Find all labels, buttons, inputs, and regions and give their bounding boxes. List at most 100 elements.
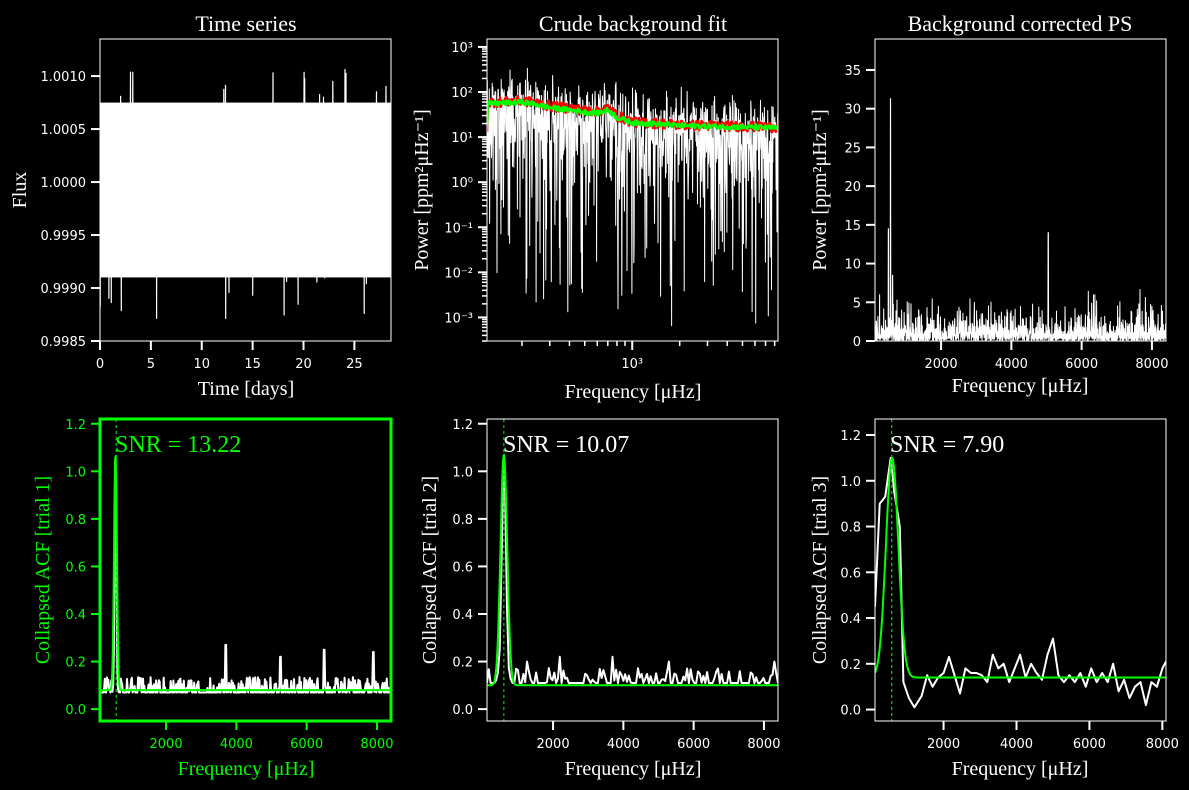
y-tick-label: 1.0 — [65, 465, 86, 480]
y-tick-label: 0.9995 — [41, 229, 87, 244]
y-tick-label: 0.6 — [840, 566, 861, 581]
panel-5-ylabel: Collapsed ACF [trial 2] — [419, 476, 441, 664]
y-tick-label: 1.2 — [452, 418, 473, 433]
x-tick-label: 25 — [346, 357, 363, 372]
panel-background-fit: Crude background fit Frequency [μHz] Pow… — [411, 11, 779, 403]
y-tick-label: 25 — [844, 141, 861, 156]
y-tick-label: 1.0005 — [41, 123, 87, 138]
y-tick-label: 10 — [844, 258, 861, 273]
x-tick-label: 10 — [193, 357, 210, 372]
x-tick-label: 8000 — [1146, 737, 1179, 752]
panel-2-title: Crude background fit — [539, 11, 727, 36]
y-tick-label: 10⁻³ — [444, 311, 473, 326]
plot-clip — [100, 419, 391, 721]
panel-1-plot-area: 0 5 10 15 20 25 0.9985 0.9990 0.9995 1.0000 1.0005… — [41, 38, 392, 372]
y-tick-label: 0.8 — [65, 513, 86, 528]
panel-acf-trial-2: Frequency [μHz] Collapsed ACF [trial 2] … — [419, 418, 780, 780]
panel-5-xlabel: Frequency [μHz] — [565, 758, 702, 780]
x-tick-label: 6000 — [1073, 737, 1106, 752]
y-tick-label: 0 — [853, 335, 861, 350]
y-tick-label: 30 — [844, 103, 861, 118]
panel-6-xlabel: Frequency [μHz] — [952, 758, 1089, 780]
panel-2-xlabel: Frequency [μHz] — [565, 381, 702, 403]
panel-4-plot-area: 2000 4000 6000 8000 0.0 0.2 0.4 0.6 0.8 1.0 1.2 — [65, 417, 393, 752]
corrected-power-spectrum — [875, 98, 1166, 341]
y-tick-label: 1.2 — [840, 429, 861, 444]
y-tick-label: 0.9990 — [41, 282, 87, 297]
y-tick-label: 0.9985 — [41, 335, 87, 350]
panel-5-plot-area: 2000 4000 6000 8000 0.0 0.2 0.4 0.6 0.8 1.0 1.2 — [452, 418, 780, 752]
y-tick-label: 0.6 — [65, 560, 86, 575]
flux-series — [100, 68, 391, 320]
x-tick-label: 6000 — [677, 737, 710, 752]
panel-3-xlabel: Frequency [μHz] — [952, 375, 1089, 397]
y-tick-label: 1.0 — [840, 475, 861, 490]
panel-4-xlabel: Frequency [μHz] — [178, 758, 315, 780]
y-tick-label: 20 — [844, 180, 861, 195]
panel-3-ylabel: Power [ppm²μHz⁻¹] — [809, 109, 831, 271]
x-tick-label: 8000 — [1135, 357, 1168, 372]
y-tick-label: 0.2 — [452, 656, 473, 671]
x-tick-label: 8000 — [747, 737, 780, 752]
x-tick-label: 4000 — [995, 357, 1028, 372]
y-tick-label: 0.0 — [840, 704, 861, 719]
x-tick-label: 6000 — [1065, 357, 1098, 372]
x-tick-label: 4000 — [607, 737, 640, 752]
panel-1-title: Time series — [195, 11, 296, 36]
background-fit-line — [487, 98, 778, 131]
x-tick-label: 2000 — [150, 737, 183, 752]
x-tick-label: 4000 — [220, 737, 253, 752]
panel-6-snr-annotation: SNR = 7.90 — [890, 432, 1004, 458]
x-tick-label: 6000 — [290, 737, 323, 752]
panel-1-ylabel: Flux — [9, 172, 31, 209]
acf-series — [100, 461, 391, 694]
panel-4-ylabel: Collapsed ACF [trial 1] — [32, 476, 54, 664]
y-tick-label: 0.4 — [452, 608, 473, 623]
panel-4-snr-annotation: SNR = 13.22 — [115, 432, 241, 458]
y-tick-label: 0.4 — [65, 608, 86, 623]
panel-2-plot-area: 10³ 10⁻³ 10⁻² 10⁻¹ 10⁰ 10¹ 10² 10³ — [444, 38, 779, 372]
axes-frame — [874, 38, 1167, 342]
x-tick-label: 2000 — [537, 737, 570, 752]
y-tick-label: 1.2 — [65, 418, 86, 433]
axes-frame — [486, 418, 779, 722]
x-tick-label: 2000 — [925, 357, 958, 372]
panel-3-plot-area: 2000 4000 6000 8000 0 5 10 15 20 25 30 35 — [844, 38, 1168, 372]
plot-clip — [487, 67, 778, 327]
y-tick-label: 0.8 — [452, 513, 473, 528]
y-tick-label: 10¹ — [451, 131, 473, 146]
y-tick-label: 0.6 — [452, 560, 473, 575]
x-tick-label: 2000 — [927, 737, 960, 752]
gaussian-fit-line — [487, 453, 778, 687]
panel-corrected-ps: Background corrected PS Frequency [μHz] … — [809, 11, 1168, 397]
panel-3-title: Background corrected PS — [908, 11, 1133, 36]
axes-frame — [98, 417, 393, 723]
panel-time-series: Time series Time [days] Flux 0 5 10 15 20 250… — [9, 11, 392, 400]
panel-6-plot-area: 2000 4000 6000 8000 0.0 0.2 0.4 0.6 0.8 1.0 1.2 — [840, 418, 1179, 752]
y-tick-label: 5 — [853, 296, 861, 311]
y-tick-label: 10⁻¹ — [444, 221, 473, 236]
y-tick-label: 0.2 — [65, 656, 86, 671]
y-tick-label: 1.0010 — [41, 70, 87, 85]
x-tick-label: 10³ — [621, 357, 643, 372]
y-tick-label: 1.0000 — [41, 176, 87, 191]
x-tick-label: 8000 — [360, 737, 393, 752]
y-tick-label: 10⁰ — [451, 176, 473, 191]
panel-acf-trial-1: Frequency [μHz] Collapsed ACF [trial 1] … — [32, 417, 393, 780]
x-tick-label: 20 — [295, 357, 312, 372]
y-tick-label: 1.0 — [452, 465, 473, 480]
y-tick-label: 15 — [844, 219, 861, 234]
axes-frame — [874, 418, 1167, 722]
y-tick-label: 0.4 — [840, 612, 861, 627]
acf-series — [875, 456, 1166, 709]
y-tick-label: 0.0 — [65, 703, 86, 718]
y-tick-label: 0.2 — [840, 658, 861, 673]
x-tick-label: 4000 — [1000, 737, 1033, 752]
plot-clip — [100, 68, 391, 320]
gaussian-fit-line — [875, 457, 1166, 679]
acf-series — [487, 460, 778, 684]
raw-power-spectrum — [487, 67, 778, 327]
axes-frame — [486, 38, 779, 342]
x-tick-label: 0 — [96, 357, 104, 372]
